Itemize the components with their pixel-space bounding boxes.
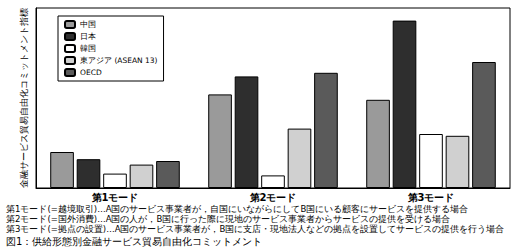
svg-text:第3モード: 第3モード	[407, 192, 455, 203]
svg-text:第3モード(=拠点の設置)…A国のサービス事業者が，B国に支: 第3モード(=拠点の設置)…A国のサービス事業者が，B国に支店・現地法人などの拠…	[6, 224, 504, 234]
svg-text:中国: 中国	[80, 20, 96, 29]
svg-text:第1モード(=越境取引)…A国のサービス事業者が，自国にいな: 第1モード(=越境取引)…A国のサービス事業者が，自国にいながらにしてB国にいる…	[6, 204, 468, 214]
svg-text:東アジア (ASEAN 13): 東アジア (ASEAN 13)	[80, 56, 158, 65]
svg-text:図1：供給形態別金融サービス貿易自由化コミットメント: 図1：供給形態別金融サービス貿易自由化コミットメント	[6, 236, 262, 247]
svg-text:OECD: OECD	[80, 68, 102, 77]
svg-text:第1モード: 第1モード	[91, 192, 139, 203]
svg-text:金融サービス貿易自由化コミットメント指標: 金融サービス貿易自由化コミットメント指標	[19, 8, 29, 188]
svg-text:第2モード: 第2モード	[249, 192, 297, 203]
svg-text:第2モード(=国外消費)…A国の人が，B国に行った際に現地の: 第2モード(=国外消費)…A国の人が，B国に行った際に現地のサービス事業者からサ…	[6, 214, 450, 224]
svg-text:日本: 日本	[80, 32, 96, 41]
svg-text:韓国: 韓国	[80, 44, 96, 53]
